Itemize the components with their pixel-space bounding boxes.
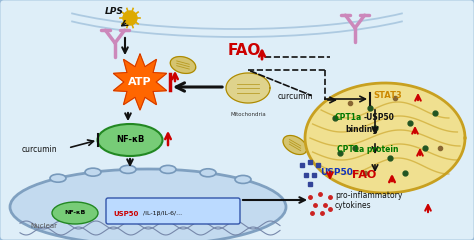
Text: STAT3: STAT3 (373, 91, 402, 100)
Text: curcumin: curcumin (278, 92, 314, 101)
Text: FAO: FAO (228, 43, 261, 58)
Text: NF-κB: NF-κB (116, 136, 144, 144)
Text: LPS: LPS (105, 7, 124, 16)
Ellipse shape (85, 168, 101, 176)
Text: pro-inflammatory: pro-inflammatory (335, 191, 402, 200)
Text: CPT1a: CPT1a (335, 113, 362, 122)
Ellipse shape (98, 124, 163, 156)
Ellipse shape (160, 165, 176, 174)
FancyBboxPatch shape (106, 198, 240, 224)
Polygon shape (113, 54, 167, 110)
Text: USP50: USP50 (320, 168, 353, 177)
Text: FAO: FAO (352, 170, 376, 180)
Text: NF-κB: NF-κB (64, 210, 86, 216)
Circle shape (123, 11, 137, 25)
Ellipse shape (120, 165, 136, 174)
FancyArrowPatch shape (251, 71, 310, 95)
Text: /IL-1β/IL-6/...: /IL-1β/IL-6/... (143, 211, 182, 216)
Text: cytokines: cytokines (335, 201, 372, 210)
Ellipse shape (200, 169, 216, 177)
Ellipse shape (10, 169, 286, 240)
Text: Mitochondria: Mitochondria (230, 112, 266, 117)
Text: curcumin: curcumin (22, 145, 58, 154)
Polygon shape (170, 57, 196, 73)
Polygon shape (283, 136, 307, 155)
Text: CPT1a protein: CPT1a protein (337, 145, 399, 154)
Ellipse shape (50, 174, 66, 182)
Polygon shape (226, 73, 270, 103)
Text: -USP50: -USP50 (364, 113, 395, 122)
Text: binding: binding (345, 125, 378, 134)
Ellipse shape (235, 175, 251, 183)
Text: Nuclear: Nuclear (30, 223, 57, 229)
Polygon shape (305, 83, 465, 193)
Text: ATP: ATP (128, 77, 152, 87)
Text: USP50: USP50 (113, 211, 138, 217)
Ellipse shape (52, 202, 98, 224)
